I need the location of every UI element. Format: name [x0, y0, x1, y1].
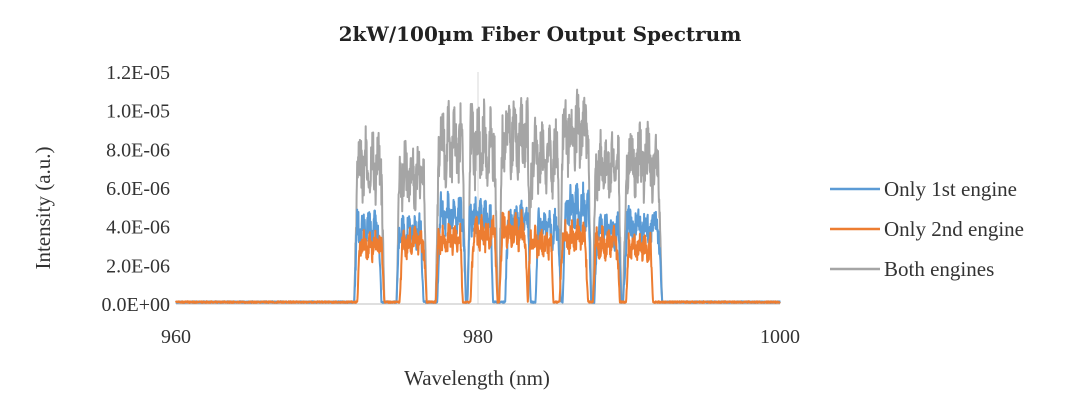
- legend-label-2: Only 2nd engine: [884, 217, 1024, 241]
- x-tick-label: 980: [463, 326, 493, 348]
- y-tick-label: 8.0E-06: [106, 139, 170, 161]
- x-tick-label: 960: [161, 326, 191, 348]
- y-axis-label: Intensity (a.u.): [31, 146, 55, 269]
- legend: Only 1st engine Only 2nd engine Both engin…: [830, 177, 1024, 281]
- series-line-2: [175, 209, 781, 304]
- legend-label-3: Both engines: [884, 257, 994, 281]
- x-tick-label: 1000: [760, 326, 800, 348]
- x-axis-label: Wavelength (nm): [404, 366, 550, 390]
- y-tick-label: 0.0E+00: [102, 294, 171, 316]
- x-axis-ticks: 960 980 1000: [161, 326, 800, 348]
- y-axis-ticks: 0.0E+00 2.0E-06 4.0E-06 6.0E-06 8.0E-06 1.0E-…: [102, 62, 171, 316]
- chart-title: 2kW/100µm Fiber Output Spectrum: [339, 22, 742, 46]
- y-tick-label: 6.0E-06: [106, 178, 170, 200]
- series-layer: [175, 88, 781, 304]
- legend-label-1: Only 1st engine: [884, 177, 1017, 201]
- y-tick-label: 4.0E-06: [106, 217, 170, 239]
- y-tick-label: 1.0E-05: [106, 101, 170, 123]
- y-tick-label: 1.2E-05: [106, 62, 170, 84]
- y-tick-label: 2.0E-06: [106, 255, 170, 277]
